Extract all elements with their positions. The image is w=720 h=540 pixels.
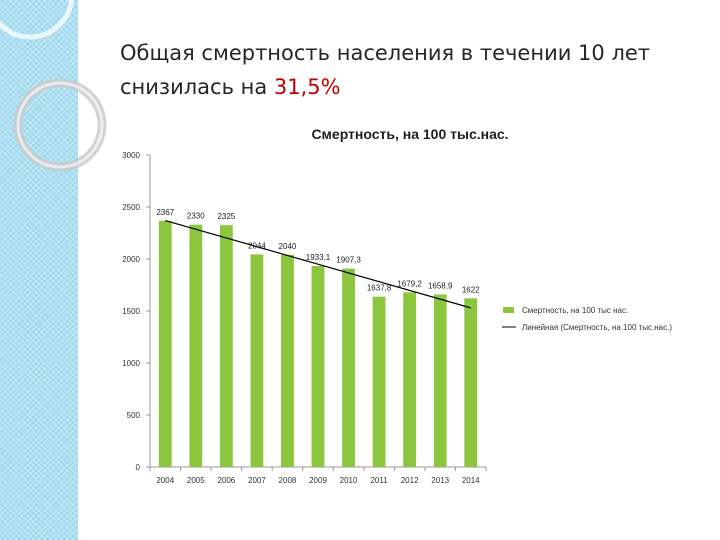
y-tick-label: 500 <box>127 411 141 420</box>
trendline <box>165 219 471 309</box>
y-tick-label: 0 <box>136 463 141 472</box>
slide-title: Общая смертность населения в течении 10 … <box>120 36 700 104</box>
bar <box>464 298 478 467</box>
legend-bar-label: Смертность, на 100 тыс нас. <box>522 306 628 315</box>
data-label: 1637,8 <box>367 284 392 293</box>
data-label: 2040 <box>279 242 297 251</box>
data-label: 2044 <box>248 241 266 250</box>
x-tick-label: 2009 <box>309 476 327 485</box>
data-label: 1907,3 <box>336 256 361 265</box>
x-tick-label: 2007 <box>248 476 266 485</box>
x-tick-label: 2011 <box>370 476 388 485</box>
mortality-chart: Смертность, на 100 тыс.нас. 0 500 1000 1500… <box>122 126 672 485</box>
slide-title-line1: Общая смертность населения в течении 10 … <box>120 41 651 65</box>
y-axis: 0 500 1000 1500 2000 2500 3000 <box>122 151 151 472</box>
x-tick-label: 2014 <box>462 476 480 485</box>
x-tick-label: 2006 <box>217 476 235 485</box>
bar <box>372 296 386 467</box>
decorative-circles <box>0 0 107 172</box>
data-labels: 2367 2330 2325 2044 2040 1933,1 1907,3 1637,8 16… <box>156 208 480 294</box>
x-tick-label: 2008 <box>279 476 297 485</box>
slide-title-line2: снизилась на 31,5% <box>120 70 700 104</box>
y-tick-label: 2500 <box>122 203 140 212</box>
x-tick-label: 2005 <box>187 476 205 485</box>
slide-title-line2-text: снизилась на <box>120 75 274 99</box>
y-tick-label: 1500 <box>122 307 140 316</box>
bar <box>281 254 294 467</box>
bar <box>189 224 203 467</box>
trendline-group <box>165 219 471 309</box>
x-axis: 2004 2005 2006 2007 2008 2009 2010 2011 2012 2013… <box>149 466 487 485</box>
y-tick-label: 2000 <box>122 255 140 264</box>
legend: Смертность, на 100 тыс нас. Линейная (См… <box>502 306 672 332</box>
bar <box>158 220 172 467</box>
y-tick-label: 1000 <box>122 359 140 368</box>
bars <box>158 220 478 467</box>
y-tick-label: 3000 <box>122 151 140 160</box>
x-tick-label: 2004 <box>156 476 174 485</box>
data-label: 1622 <box>462 285 480 294</box>
bar <box>433 294 447 467</box>
chart-title: Смертность, на 100 тыс.нас. <box>311 126 508 142</box>
data-label: 2367 <box>156 208 174 217</box>
data-label: 1658,9 <box>428 281 453 290</box>
legend-bar-swatch <box>503 307 514 313</box>
bar <box>342 268 355 467</box>
data-label: 2330 <box>187 212 205 221</box>
x-tick-label: 2013 <box>431 476 449 485</box>
x-tick-label: 2012 <box>401 476 419 485</box>
x-tick-label: 2010 <box>340 476 358 485</box>
highlight-percent: 31,5% <box>273 75 341 99</box>
legend-trend-label: Линейная (Смертность, на 100 тыс.нас.) <box>522 323 672 332</box>
data-label: 1679,2 <box>397 279 422 288</box>
data-label: 2325 <box>217 212 235 221</box>
data-label: 1933,1 <box>306 253 331 262</box>
bar <box>403 292 417 467</box>
bar <box>219 225 233 467</box>
bar <box>311 265 325 467</box>
bar <box>250 254 264 467</box>
